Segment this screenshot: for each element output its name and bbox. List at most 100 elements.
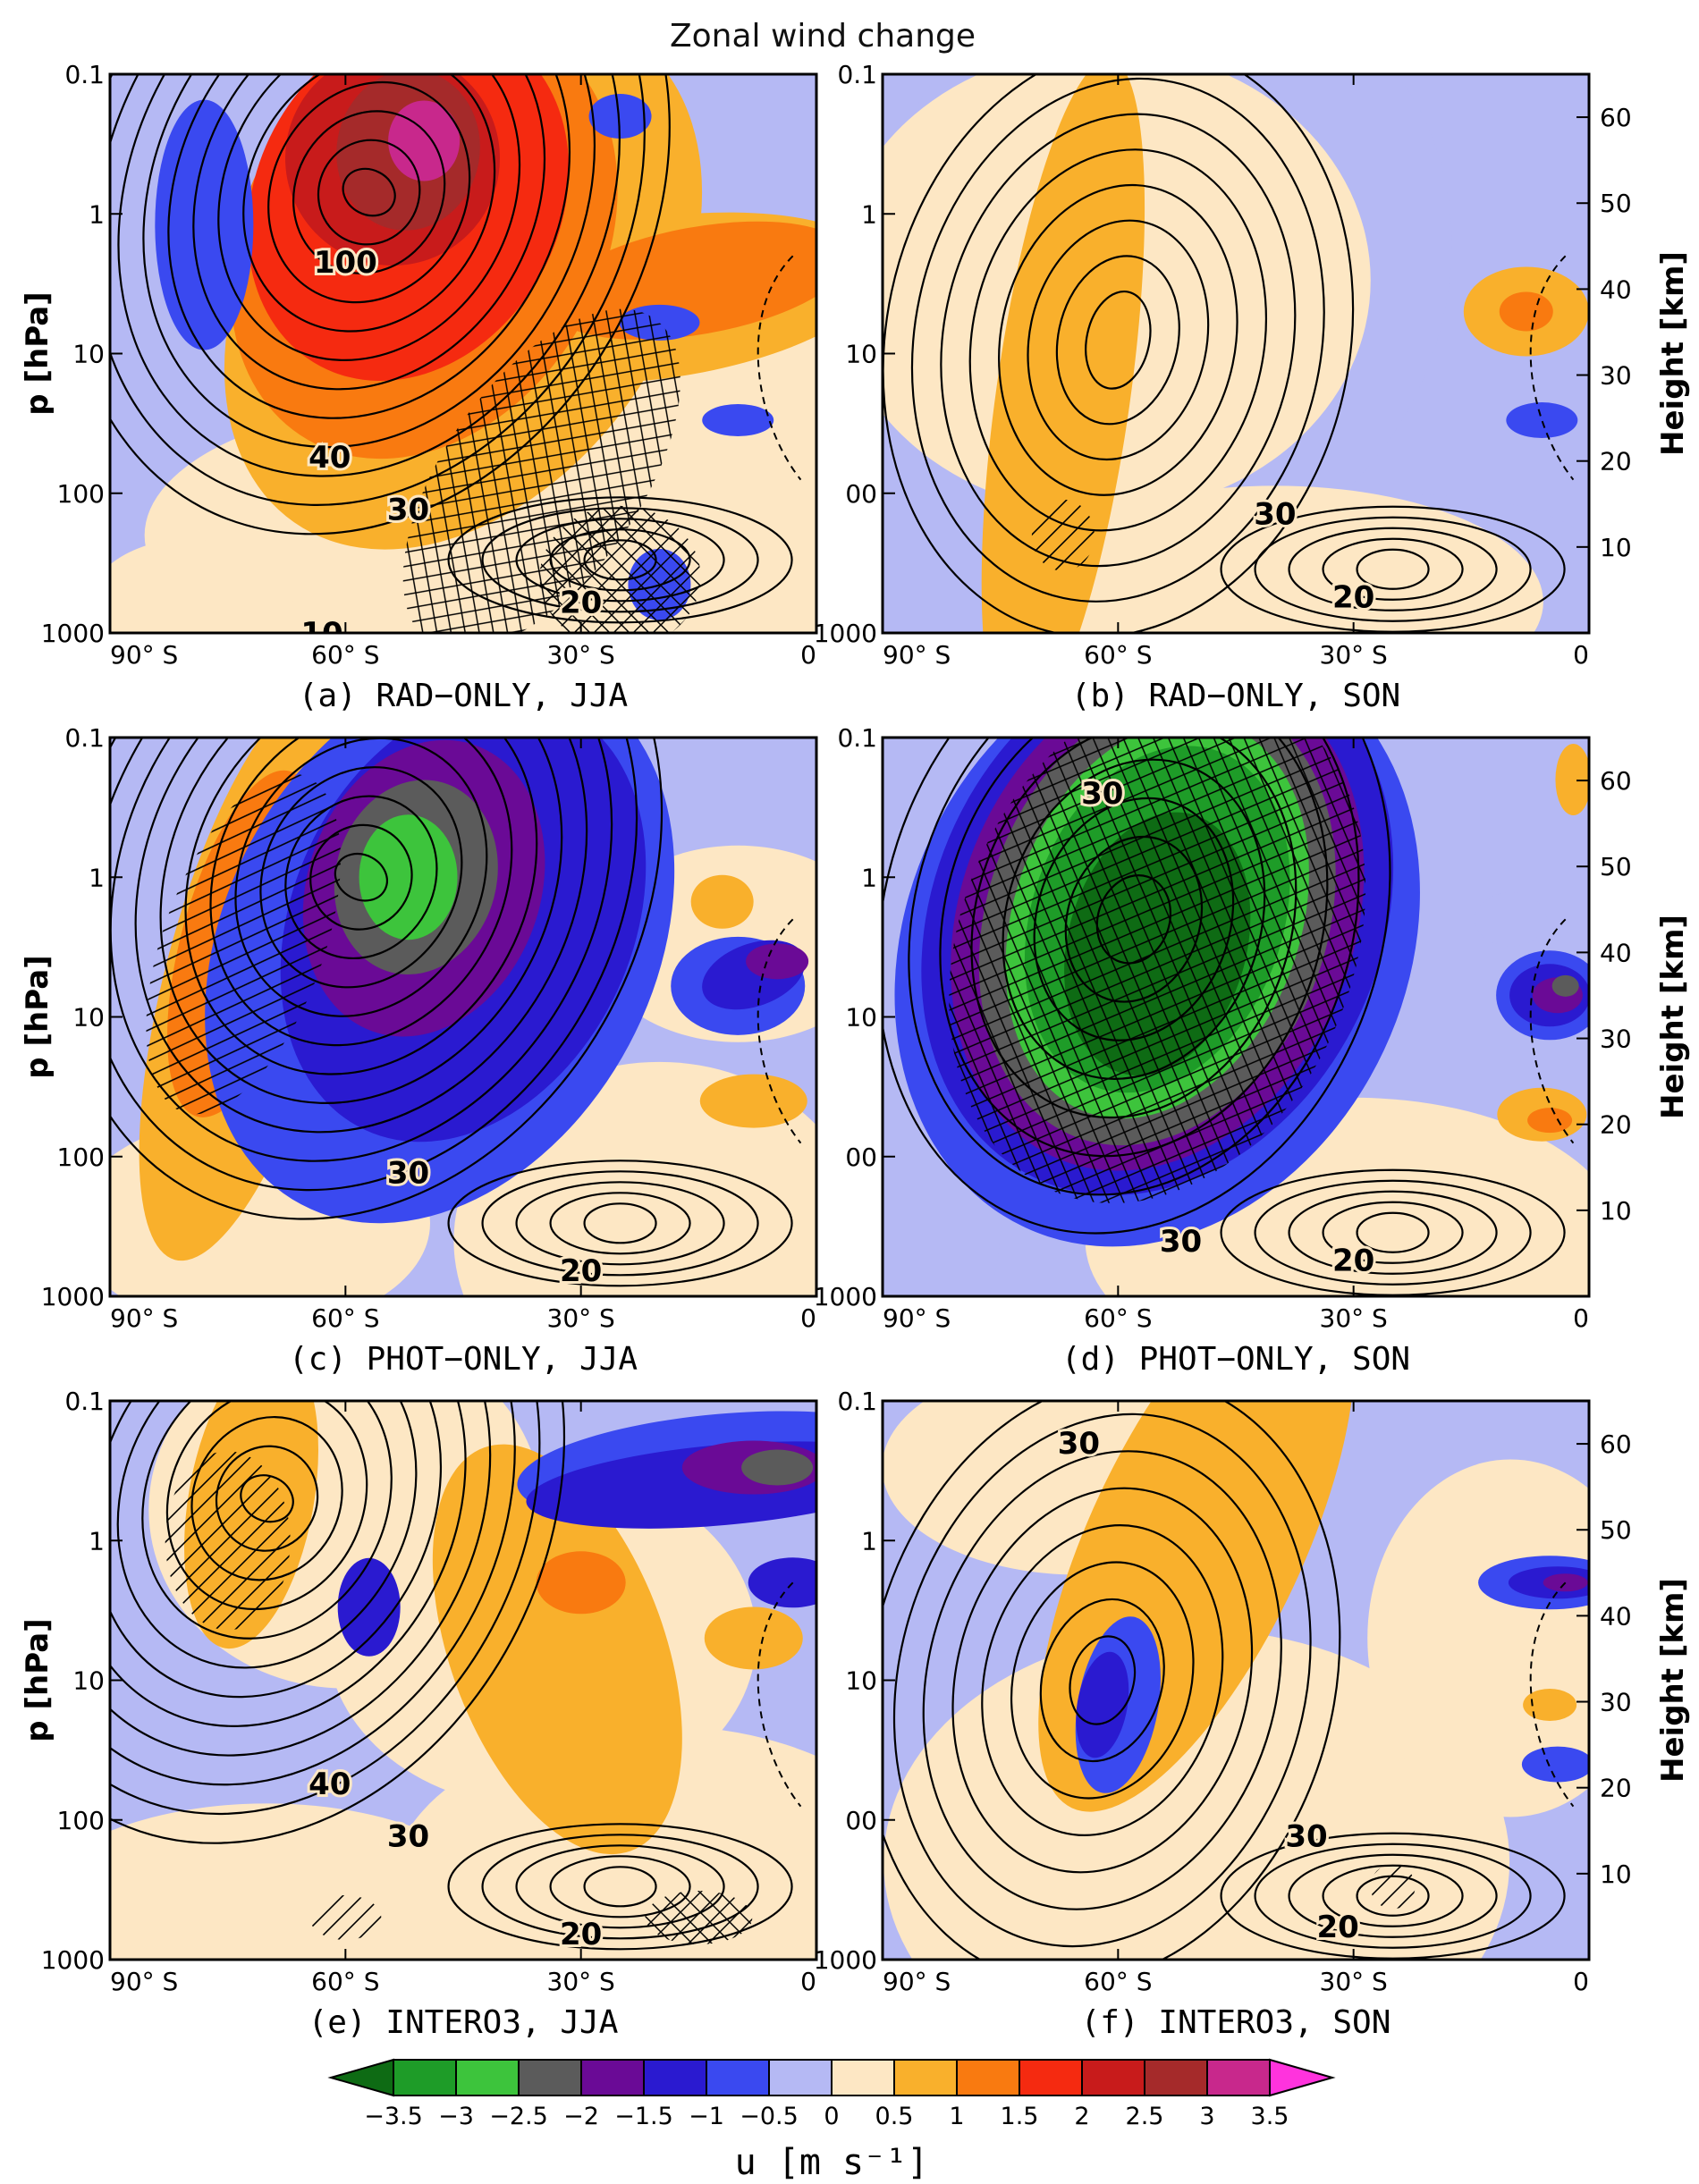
height-tick-label: 60 (1600, 766, 1632, 796)
shaded-region (1551, 974, 1579, 997)
colorbar-title: u [m s⁻¹] (735, 2142, 929, 2183)
wind-contour (1055, 255, 1180, 426)
wind-contour (481, 1170, 759, 1277)
easterly-contour (757, 918, 802, 1144)
contour-label: 40 (309, 1767, 351, 1802)
height-tick-label: 60 (1600, 1429, 1632, 1459)
wind-contour (951, 1487, 1254, 1874)
contour-label: 10 (300, 616, 342, 652)
y-tick-label: 1 (89, 1526, 105, 1556)
shaded-region (337, 1557, 401, 1657)
y-tick-label: 10 (72, 340, 105, 369)
wind-contour (549, 528, 691, 592)
wind-contour (908, 738, 1360, 1196)
wind-contour (939, 738, 1329, 1158)
y-tick-label: 00 (845, 1806, 877, 1835)
colorbar-tick-label: 1 (949, 2103, 964, 2130)
colorbar-swatch (1144, 2059, 1208, 2096)
y-tick-label: 10 (72, 1003, 105, 1033)
wind-contour (142, 74, 596, 449)
panel-plot-area: 100 40 30 20 10 (110, 74, 816, 652)
wind-contour (342, 167, 396, 217)
shaded-region (690, 874, 754, 929)
wind-contour (134, 738, 588, 1134)
colorbar-swatch (580, 2059, 645, 2096)
colorbar-swatch (393, 2059, 457, 2096)
y-tick-label: 0.1 (64, 60, 105, 89)
wind-contour (998, 183, 1238, 496)
x-tick-label: 60° S (1084, 640, 1152, 670)
y-tick-label: 1 (89, 863, 105, 892)
colorbar-tick-label: −3.5 (364, 2103, 423, 2130)
wind-contour (1322, 537, 1464, 601)
height-tick-label: 60 (1600, 103, 1632, 132)
wind-contour (515, 1181, 725, 1266)
shaded-region (699, 1074, 807, 1128)
height-tick-label: 30 (1600, 1025, 1632, 1054)
shaded-region (702, 404, 774, 437)
x-tick-label: 60° S (1084, 1303, 1152, 1333)
x-tick-label: 90° S (110, 640, 178, 670)
contour-label: 30 (1160, 1224, 1202, 1260)
wind-contour (141, 1401, 393, 1640)
contour-label: 30 (1285, 1819, 1327, 1855)
x-tick-label: 60° S (311, 640, 379, 670)
wind-contour (234, 738, 488, 1017)
contour-label: 20 (1316, 1910, 1358, 1945)
colorbar-swatch (1081, 2059, 1145, 2096)
y-tick-label: 1000 (814, 1282, 877, 1311)
contour-label: 100 (314, 245, 377, 281)
wind-contour (1033, 797, 1235, 1041)
wind-contour (317, 139, 421, 246)
contour-label: 20 (560, 1917, 602, 1952)
wind-contour (1288, 527, 1498, 611)
x-tick-label: 90° S (883, 1967, 951, 1996)
colorbar-tick-label: 0.5 (875, 2103, 914, 2130)
x-tick-label: 0 (800, 1967, 816, 1996)
wind-contour (583, 1202, 657, 1244)
shaded-region (1475, 892, 1547, 947)
panel-plot-area: 30 30 20 (883, 1401, 1589, 1960)
wind-contour (1322, 1201, 1464, 1264)
significance-hatching (1370, 1864, 1416, 1910)
contour-label: 30 (387, 493, 429, 528)
wind-contour (309, 823, 413, 931)
shaded-region (1506, 402, 1578, 439)
colorbar-swatch (893, 2059, 958, 2096)
colorbar-triangle-high (1269, 2058, 1336, 2097)
y-tick-label: 00 (845, 479, 877, 509)
panel-title: (a) RAD−ONLY, JJA (299, 678, 629, 714)
wind-contour (1010, 1561, 1195, 1800)
wind-contour (1254, 516, 1532, 622)
shaded-region (981, 74, 1145, 633)
wind-contour (1027, 219, 1210, 461)
y-tick-label: 1 (861, 199, 877, 229)
height-tick-label: 30 (1600, 1688, 1632, 1717)
shaded-region (1543, 1573, 1588, 1592)
panel-title: (e) INTERO3, JJA (309, 2004, 619, 2041)
wind-contour (334, 852, 388, 902)
wind-contour (1039, 1598, 1165, 1763)
wind-contour (883, 738, 1391, 1235)
contour-label: 20 (1332, 1243, 1374, 1278)
contour-label: 20 (1332, 579, 1374, 615)
panel-c: 30 20 90° S 60° S 30° S 0 0.1 1 10 100 1000 p [hPa]… (20, 723, 818, 1378)
y-tick-label: 00 (845, 1143, 877, 1172)
x-tick-label: 30° S (1320, 1303, 1388, 1333)
y-axis-title: p [hPa] (20, 1618, 55, 1741)
wind-contour (447, 1159, 793, 1287)
easterly-contour (1529, 1581, 1575, 1808)
colorbar-tick-label: −1 (689, 2103, 724, 2130)
colorbar-swatch (518, 2059, 582, 2096)
shaded-region (1555, 744, 1589, 816)
x-tick-label: 90° S (883, 640, 951, 670)
y-tick-label: 1000 (41, 1282, 105, 1311)
y-tick-label: 0.1 (837, 1387, 877, 1416)
panel-title: (b) RAD−ONLY, SON (1071, 678, 1400, 714)
panel-plot-area: 30 20 (110, 738, 816, 1296)
x-tick-label: 60° S (311, 1967, 379, 1996)
y-axis-title: p [hPa] (20, 955, 55, 1078)
height-tick-label: 10 (1600, 1859, 1632, 1889)
y-tick-label: 10 (72, 1666, 105, 1696)
